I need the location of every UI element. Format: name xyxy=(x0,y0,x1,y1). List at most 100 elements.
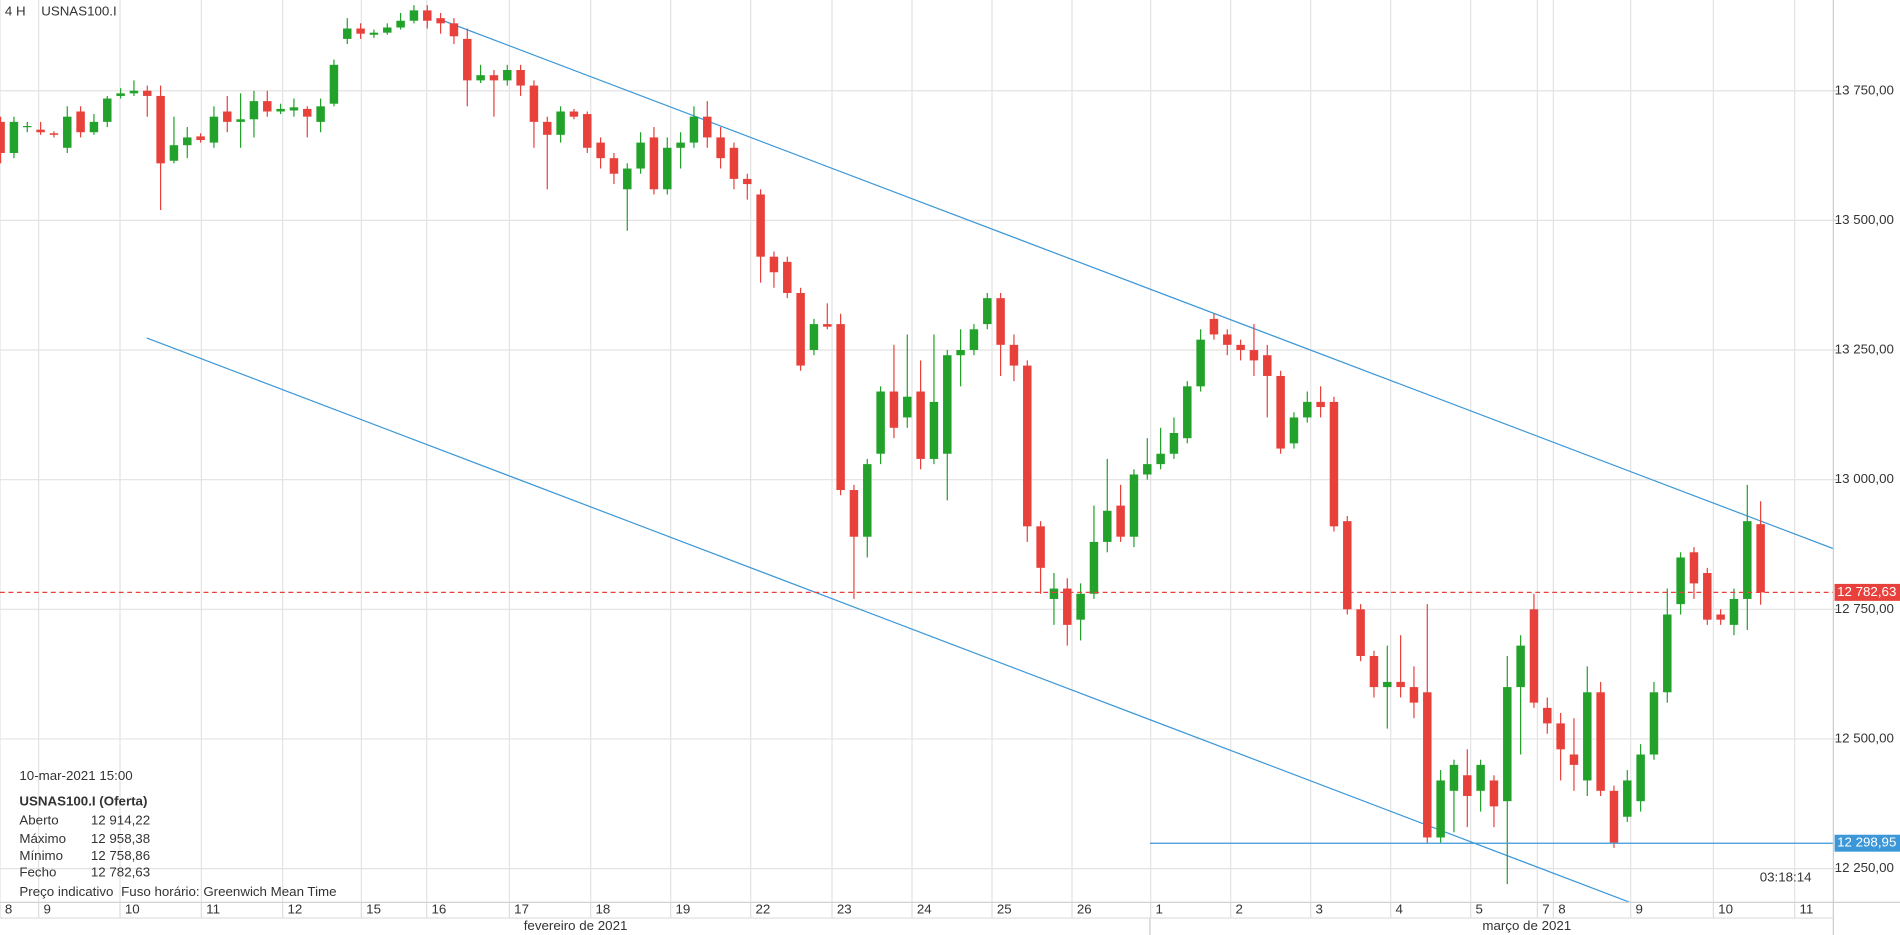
info-value: 12 958,38 xyxy=(91,831,150,846)
symbol-title[interactable]: USNAS100.I xyxy=(41,4,117,19)
candle-body xyxy=(116,93,125,96)
info-value: 12 758,86 xyxy=(91,848,150,863)
x-tick-label: 8 xyxy=(1558,902,1565,917)
candle-body xyxy=(889,391,899,428)
candle-body xyxy=(1396,681,1405,688)
candle-body xyxy=(903,396,912,418)
price-tag xyxy=(1834,834,1900,852)
candle-body xyxy=(1756,524,1765,593)
candle-body xyxy=(1636,754,1645,802)
candle-body xyxy=(383,27,392,33)
candle-body xyxy=(969,329,979,351)
candle-body xyxy=(343,28,352,39)
candle-body xyxy=(1556,723,1565,750)
candle-body xyxy=(1583,692,1592,781)
candle-body xyxy=(1316,401,1325,408)
x-tick-label: 19 xyxy=(676,902,691,917)
candle-body xyxy=(1743,521,1752,599)
x-tick-label: 7 xyxy=(1542,902,1549,917)
candle-body xyxy=(169,145,179,161)
candle-body xyxy=(49,133,59,135)
candle-body xyxy=(703,116,712,138)
timeframe[interactable]: 4 H xyxy=(5,4,26,19)
candle-body xyxy=(23,126,32,128)
candle-body xyxy=(143,90,152,96)
candle-body xyxy=(943,355,952,454)
candle-body xyxy=(1249,350,1259,361)
candle-body xyxy=(1423,692,1432,838)
trend-line xyxy=(146,337,1630,903)
info-value: 12 914,22 xyxy=(91,813,150,828)
y-tick-label: 13 500,00 xyxy=(1835,212,1894,227)
candle-body xyxy=(356,28,365,34)
price-tag-label: 12 782,63 xyxy=(1837,584,1896,599)
candle-body xyxy=(623,168,632,190)
candle-body xyxy=(1143,464,1152,475)
candle-body xyxy=(1729,598,1739,625)
info-label: Fecho xyxy=(19,865,56,880)
candle-body xyxy=(236,119,245,122)
x-tick-label: 11 xyxy=(1800,902,1814,917)
x-tick-label: 22 xyxy=(756,902,771,917)
candle-body xyxy=(743,178,752,185)
candle-body xyxy=(409,10,419,21)
candle-body xyxy=(156,95,165,164)
candle-body xyxy=(249,101,259,120)
candle-body xyxy=(1009,344,1019,366)
candle-body xyxy=(1703,573,1712,620)
candle-body xyxy=(503,70,512,81)
candle-body xyxy=(716,137,725,159)
candle-body xyxy=(183,137,192,146)
candle-body xyxy=(556,111,565,135)
candle-body xyxy=(609,158,619,174)
candle-body xyxy=(1076,593,1085,620)
candle-body xyxy=(916,391,925,459)
candle-body xyxy=(1103,510,1112,542)
candle-body xyxy=(263,101,272,112)
x-tick-label: 11 xyxy=(206,902,220,917)
candle-body xyxy=(756,194,765,257)
candle-body xyxy=(36,129,45,133)
x-tick-label: 3 xyxy=(1316,902,1323,917)
x-tick-label: 23 xyxy=(837,902,852,917)
candle-body xyxy=(783,261,792,293)
x-tick-label: 12 xyxy=(288,902,303,917)
candle-body xyxy=(676,142,685,148)
candle-body xyxy=(63,116,72,148)
price-tag xyxy=(1834,583,1900,601)
candle-body xyxy=(1303,401,1312,418)
candle-body xyxy=(396,20,405,28)
candle-body xyxy=(1369,655,1379,688)
candle-body xyxy=(996,298,1005,345)
candle-body xyxy=(89,121,99,133)
candle-body xyxy=(223,111,232,122)
candle-body xyxy=(1463,775,1472,796)
month-label: fevereiro de 2021 xyxy=(524,918,628,933)
candle-body xyxy=(1716,614,1725,620)
candle-body xyxy=(1209,318,1219,335)
candle-body xyxy=(76,111,85,133)
candle-body xyxy=(569,111,579,117)
x-tick-label: 17 xyxy=(514,902,529,917)
candle-body xyxy=(929,401,939,459)
candle-body xyxy=(303,108,312,117)
y-tick-label: 12 250,00 xyxy=(1835,860,1894,875)
candle-body xyxy=(823,324,832,327)
candle-body xyxy=(1569,754,1579,765)
candle-body xyxy=(1356,609,1365,656)
candle-body xyxy=(449,23,459,37)
candle-body xyxy=(1129,474,1139,537)
candle-body xyxy=(463,38,472,81)
candle-body xyxy=(769,256,779,273)
info-datetime: 10-mar-2021 15:00 xyxy=(19,768,132,783)
candle-body xyxy=(476,75,485,81)
x-tick-label: 9 xyxy=(44,902,51,917)
month-label: março de 2021 xyxy=(1482,918,1571,933)
candle-body xyxy=(1689,552,1699,584)
grid xyxy=(0,0,1834,903)
candle-body xyxy=(1516,645,1525,688)
info-label: Máximo xyxy=(19,831,66,846)
candle-body xyxy=(1263,355,1272,376)
info-label: Aberto xyxy=(19,813,58,828)
x-tick-label: 2 xyxy=(1236,902,1243,917)
